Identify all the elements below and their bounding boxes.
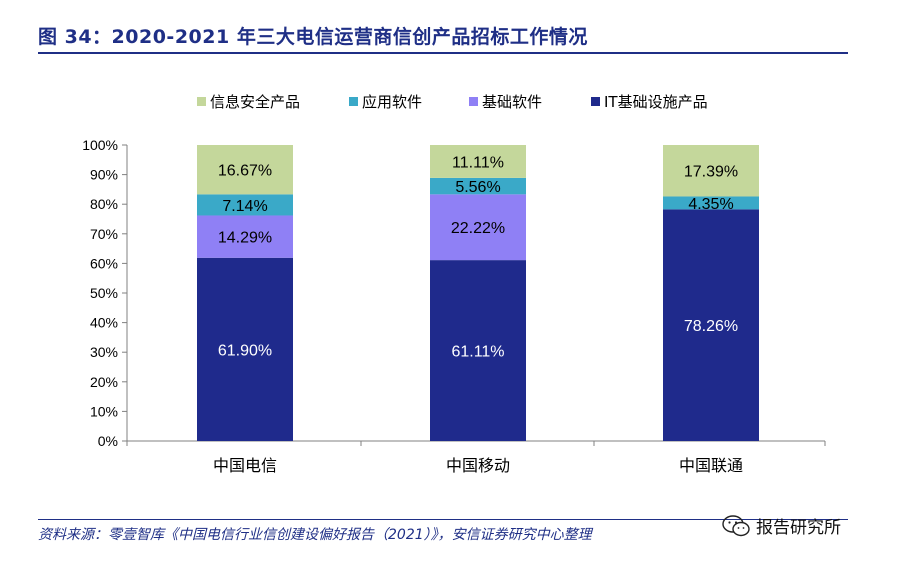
chart-title: 图 34：2020-2021 年三大电信运营商信创产品招标工作情况 <box>38 26 588 48</box>
legend-swatch <box>469 97 478 106</box>
data-label: 16.67% <box>218 163 272 180</box>
legend-swatch <box>591 97 600 106</box>
data-label: 5.56% <box>455 179 500 196</box>
bar-segment <box>197 215 293 258</box>
bar-segment <box>197 257 293 441</box>
data-label: 22.22% <box>451 220 505 237</box>
watermark-text: 报告研究所 <box>756 518 841 538</box>
bar-segment <box>430 260 526 441</box>
watermark: 报告研究所 <box>722 513 841 538</box>
bar-segment <box>430 194 526 261</box>
data-label: 61.11% <box>451 344 504 361</box>
y-tick-label: 40% <box>90 315 118 331</box>
y-tick-label: 20% <box>90 374 118 390</box>
bar-segment <box>663 145 759 197</box>
data-label: 4.35% <box>688 196 733 213</box>
x-category-label: 中国联通 <box>679 456 743 475</box>
data-label: 11.11% <box>452 154 504 171</box>
data-label: 61.90% <box>218 342 272 359</box>
footer-divider <box>38 519 848 520</box>
x-category-label: 中国移动 <box>446 456 510 475</box>
y-tick-label: 10% <box>90 403 118 419</box>
y-tick-label: 100% <box>82 137 118 153</box>
data-label: 14.29% <box>218 230 272 247</box>
bar-segment <box>430 177 526 195</box>
y-tick-label: 80% <box>90 196 118 212</box>
data-label: 7.14% <box>222 198 267 215</box>
bar-segment <box>430 145 526 178</box>
legend-label: IT基础设施产品 <box>604 93 708 111</box>
y-tick-label: 0% <box>98 433 118 449</box>
bar-segment <box>197 145 293 195</box>
legend-label: 基础软件 <box>482 93 542 111</box>
x-category-label: 中国电信 <box>213 456 277 475</box>
y-tick-label: 50% <box>90 285 118 301</box>
legend-label: 应用软件 <box>362 93 422 111</box>
y-tick-label: 60% <box>90 255 118 271</box>
y-tick-label: 30% <box>90 344 118 360</box>
source-note: 资料来源：零壹智库《中国电信行业信创建设偏好报告（2021）》，安信证券研究中心… <box>38 527 592 543</box>
bar-segment <box>663 209 759 441</box>
data-label: 78.26% <box>684 318 738 335</box>
wechat-icon <box>722 514 750 536</box>
title-divider <box>38 52 848 54</box>
legend-swatch <box>197 97 206 106</box>
legend-swatch <box>349 97 358 106</box>
y-tick-label: 90% <box>90 167 118 183</box>
legend-label: 信息安全产品 <box>210 93 300 111</box>
bar-segment <box>663 196 759 210</box>
bar-segment <box>197 194 293 216</box>
y-tick-label: 70% <box>90 226 118 242</box>
data-label: 17.39% <box>684 164 738 181</box>
